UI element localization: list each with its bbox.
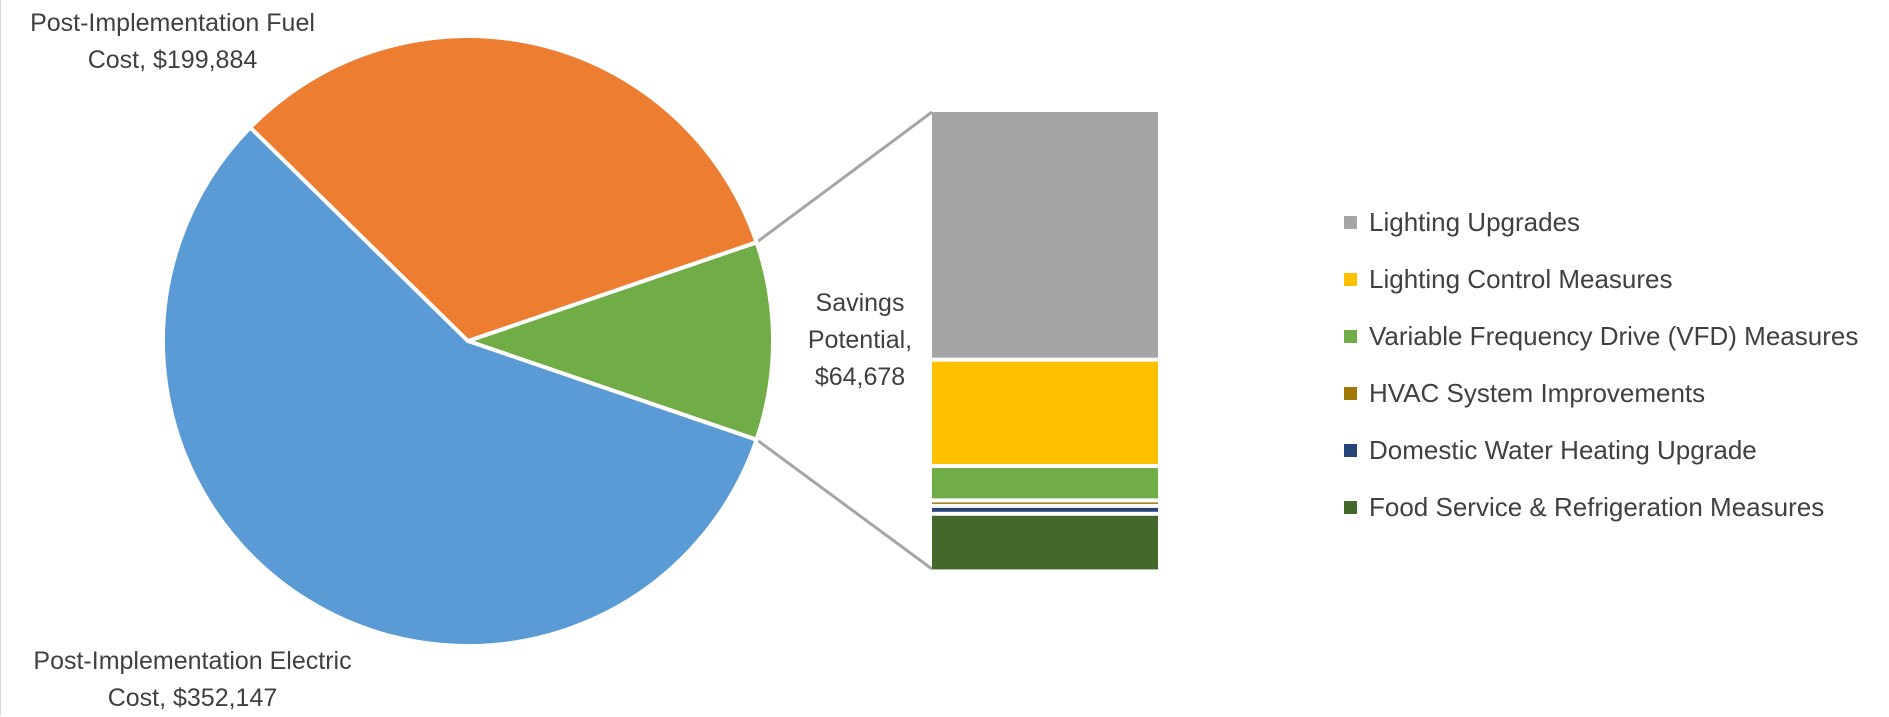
breakdown-bar-segment-5 <box>932 515 1158 570</box>
legend-item-hvac: HVAC System Improvements <box>1344 365 1858 422</box>
legend-item-lighting-upgrades: Lighting Upgrades <box>1344 194 1858 251</box>
fuel-slice-label-line2: Cost, $199,884 <box>87 46 258 74</box>
savings-slice-label: Savings Potential, $64,678 <box>795 285 925 396</box>
legend-label: Food Service & Refrigeration Measures <box>1369 492 1825 522</box>
legend-swatch <box>1344 501 1357 514</box>
savings-slice-label-line2: Potential, <box>807 326 913 354</box>
legend-swatch <box>1344 330 1357 343</box>
legend-swatch <box>1344 273 1357 286</box>
connector-line-top <box>755 110 933 244</box>
savings-slice-label-line1: Savings <box>815 289 905 317</box>
legend-label: Lighting Control Measures <box>1369 264 1673 294</box>
connector-line-bottom <box>755 438 933 571</box>
legend-label: HVAC System Improvements <box>1369 378 1706 408</box>
breakdown-bar-segment-0 <box>932 112 1158 358</box>
electric-slice-label-line1: Post-Implementation Electric <box>33 647 352 675</box>
legend-item-water-heating: Domestic Water Heating Upgrade <box>1344 422 1858 479</box>
breakdown-bar-segment-2 <box>932 468 1158 499</box>
legend-swatch <box>1344 216 1357 229</box>
fuel-slice-label: Post-Implementation Fuel Cost, $199,884 <box>0 5 345 79</box>
legend-label: Domestic Water Heating Upgrade <box>1369 435 1757 465</box>
savings-slice-label-line3: $64,678 <box>814 363 906 391</box>
breakdown-bar-segment-1 <box>932 361 1158 465</box>
fuel-slice-label-line1: Post-Implementation Fuel <box>30 9 315 37</box>
pie-slice-savings <box>461 239 775 443</box>
legend: Lighting Upgrades Lighting Control Measu… <box>1344 194 1858 536</box>
pie-slice-fuel <box>247 34 760 344</box>
chart-frame-border <box>0 0 1 715</box>
electric-slice-label: Post-Implementation Electric Cost, $352,… <box>0 643 385 717</box>
breakdown-bar-segment-3 <box>932 502 1158 504</box>
legend-label: Lighting Upgrades <box>1369 207 1581 237</box>
legend-swatch <box>1344 387 1357 400</box>
pie-slice-electric <box>161 124 760 648</box>
legend-item-lighting-control: Lighting Control Measures <box>1344 251 1858 308</box>
legend-item-vfd: Variable Frequency Drive (VFD) Measures <box>1344 308 1858 365</box>
legend-label: Variable Frequency Drive (VFD) Measures <box>1369 321 1859 351</box>
breakdown-bar-segment-4 <box>932 507 1158 512</box>
legend-item-food-service: Food Service & Refrigeration Measures <box>1344 479 1858 536</box>
legend-swatch <box>1344 444 1357 457</box>
electric-slice-label-line2: Cost, $352,147 <box>107 684 278 712</box>
